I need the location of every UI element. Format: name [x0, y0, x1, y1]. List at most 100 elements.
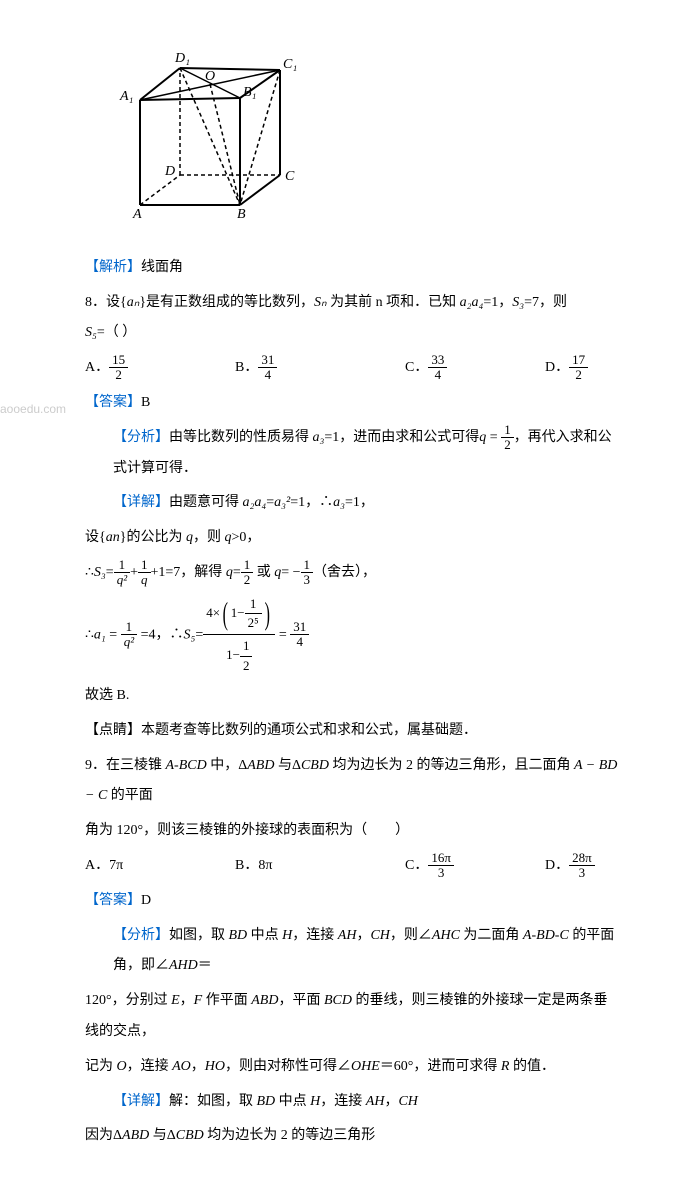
- text: （舍去），: [313, 565, 376, 580]
- svg-text:B: B: [237, 207, 246, 220]
- frac-num: 15: [109, 353, 128, 368]
- q8-dianjing: 【点睛】本题考查等比数列的通项公式和求和公式，属基础题．: [85, 716, 621, 747]
- text: ∴: [85, 627, 94, 642]
- q9-detail-l2: 因为ΔABD 与ΔCBD 均为边长为 2 的等边三角形: [85, 1121, 621, 1152]
- var: H: [282, 928, 292, 943]
- watermark-text: aooedu.com: [0, 396, 66, 422]
- dianjing-text: 本题考查等比数列的通项公式和求和公式，属基础题．: [141, 723, 477, 738]
- var: a₃: [333, 495, 345, 510]
- frac-num: 1: [245, 595, 262, 614]
- text: +1=7，解得: [151, 565, 226, 580]
- var: CBD: [176, 1128, 204, 1143]
- var: q: [186, 530, 193, 545]
- text: 由题意可得: [169, 495, 243, 510]
- svg-text:A₁: A₁: [119, 89, 133, 104]
- text: =: [106, 565, 114, 580]
- var: R: [501, 1059, 510, 1074]
- var: H: [310, 1094, 320, 1109]
- q9-stem-l2: 角为 120°，则该三棱锥的外接球的表面积为（ ）: [85, 816, 621, 847]
- answer-text: D: [141, 893, 151, 908]
- var: BCD: [324, 993, 352, 1008]
- q8-detail-l4: ∴a₁ = 1q² =4，∴S₅=4×(1−12⁵)1−12 = 314: [85, 593, 621, 677]
- q9-opt-a: A．7π: [85, 851, 235, 882]
- answer-label: 【答案】: [85, 893, 141, 908]
- q8-text: =（ ）: [97, 325, 136, 340]
- var: ABD: [247, 758, 274, 773]
- q8-s5: S₅: [85, 325, 97, 340]
- frac-den: 2: [240, 657, 253, 675]
- eq: =: [486, 430, 501, 445]
- text: 1−: [231, 605, 245, 620]
- text: 120°，分别过: [85, 993, 171, 1008]
- var: OHE: [351, 1059, 380, 1074]
- svg-text:D: D: [164, 164, 175, 179]
- q8-stem: 8．设{aₙ}是有正数组成的等比数列，Sₙ 为其前 n 项和．已知 a₂a₄=1…: [85, 288, 621, 350]
- q9-fenxi-l3: 记为 O，连接 AO，HO，则由对称性可得∠OHE＝60°，进而可求得 R 的值…: [85, 1052, 621, 1083]
- text: = −: [281, 565, 300, 580]
- a3: a₃: [313, 430, 325, 445]
- text: =4，∴: [137, 627, 183, 642]
- q8-text: }是有正数组成的等比数列，: [139, 295, 314, 310]
- q8-opt-a: A．152: [85, 353, 235, 384]
- q8-answer: 【答案】B: [85, 388, 621, 419]
- var: ABD: [251, 993, 278, 1008]
- var: O: [117, 1059, 127, 1074]
- fenxi-text: 由等比数列的性质易得: [169, 430, 313, 445]
- text: ，: [384, 1094, 398, 1109]
- text: ＝60°，进而可求得: [380, 1059, 501, 1074]
- q8-detail-l1: 【详解】由题意可得 a₂a₄=a₃²=1，∴a₃=1，: [85, 488, 621, 519]
- var: a₁: [94, 627, 106, 642]
- svg-text:D₁: D₁: [174, 51, 190, 66]
- frac-num: 17: [569, 353, 588, 368]
- text: 设{: [85, 530, 106, 545]
- opt-label: A．: [85, 360, 109, 375]
- text: ，连接: [320, 1094, 366, 1109]
- var: AHD: [169, 958, 198, 973]
- q8-detail-l2: 设{an}的公比为 q，则 q>0，: [85, 523, 621, 554]
- q9-answer: 【答案】D: [85, 886, 621, 917]
- text: 的值．: [509, 1059, 555, 1074]
- svg-text:C: C: [285, 169, 295, 184]
- text: 中，Δ: [207, 758, 248, 773]
- var: AO: [172, 1059, 191, 1074]
- frac-den: 4: [290, 635, 309, 649]
- q9-fenxi-l2: 120°，分别过 E，F 作平面 ABD，平面 BCD 的垂线，则三棱锥的外接球…: [85, 986, 621, 1048]
- var: A-BD-C: [523, 928, 569, 943]
- fenxi-text: =1，进而由求和公式可得: [324, 430, 479, 445]
- frac-num: 33: [428, 353, 447, 368]
- var: CBD: [301, 758, 329, 773]
- q8-sn: Sₙ: [314, 295, 327, 310]
- q8-options: A．152 B．314 C．334 D．172: [85, 353, 621, 384]
- frac-num: 1: [241, 558, 254, 573]
- detail-label: 【详解】: [113, 495, 169, 510]
- frac-den: 2: [501, 438, 514, 452]
- text: ，连接: [127, 1059, 173, 1074]
- var: an: [106, 530, 120, 545]
- var: AH: [338, 928, 357, 943]
- var: A-BCD: [166, 758, 207, 773]
- var: CH: [370, 928, 389, 943]
- q8-an: aₙ: [127, 295, 140, 310]
- svg-text:C₁: C₁: [283, 57, 297, 72]
- frac-num: 1: [114, 558, 130, 573]
- frac-den: q: [138, 573, 151, 587]
- q8-s3: S₃: [512, 295, 524, 310]
- q9-opt-b: B．8π: [235, 851, 405, 882]
- frac-den: 4: [258, 368, 277, 382]
- text: ，则∠: [390, 928, 432, 943]
- text: 均为边长为 2 的等边三角形: [204, 1128, 376, 1143]
- answer-text: B: [141, 395, 150, 410]
- frac-num: 1: [501, 423, 514, 438]
- jiexi-text: 线面角: [141, 260, 183, 275]
- text: 记为: [85, 1059, 117, 1074]
- q8-fenxi: 【分析】由等比数列的性质易得 a₃=1，进而由求和公式可得q = 12，再代入求…: [85, 423, 621, 485]
- text: =: [266, 495, 274, 510]
- frac-den: 2: [109, 368, 128, 382]
- var: BD: [229, 928, 248, 943]
- frac-den: 2: [569, 368, 588, 382]
- text: 中点: [275, 1094, 310, 1109]
- frac-num: 1: [301, 558, 314, 573]
- var: HO: [205, 1059, 225, 1074]
- var: AHC: [432, 928, 460, 943]
- frac-num: 31: [290, 620, 309, 635]
